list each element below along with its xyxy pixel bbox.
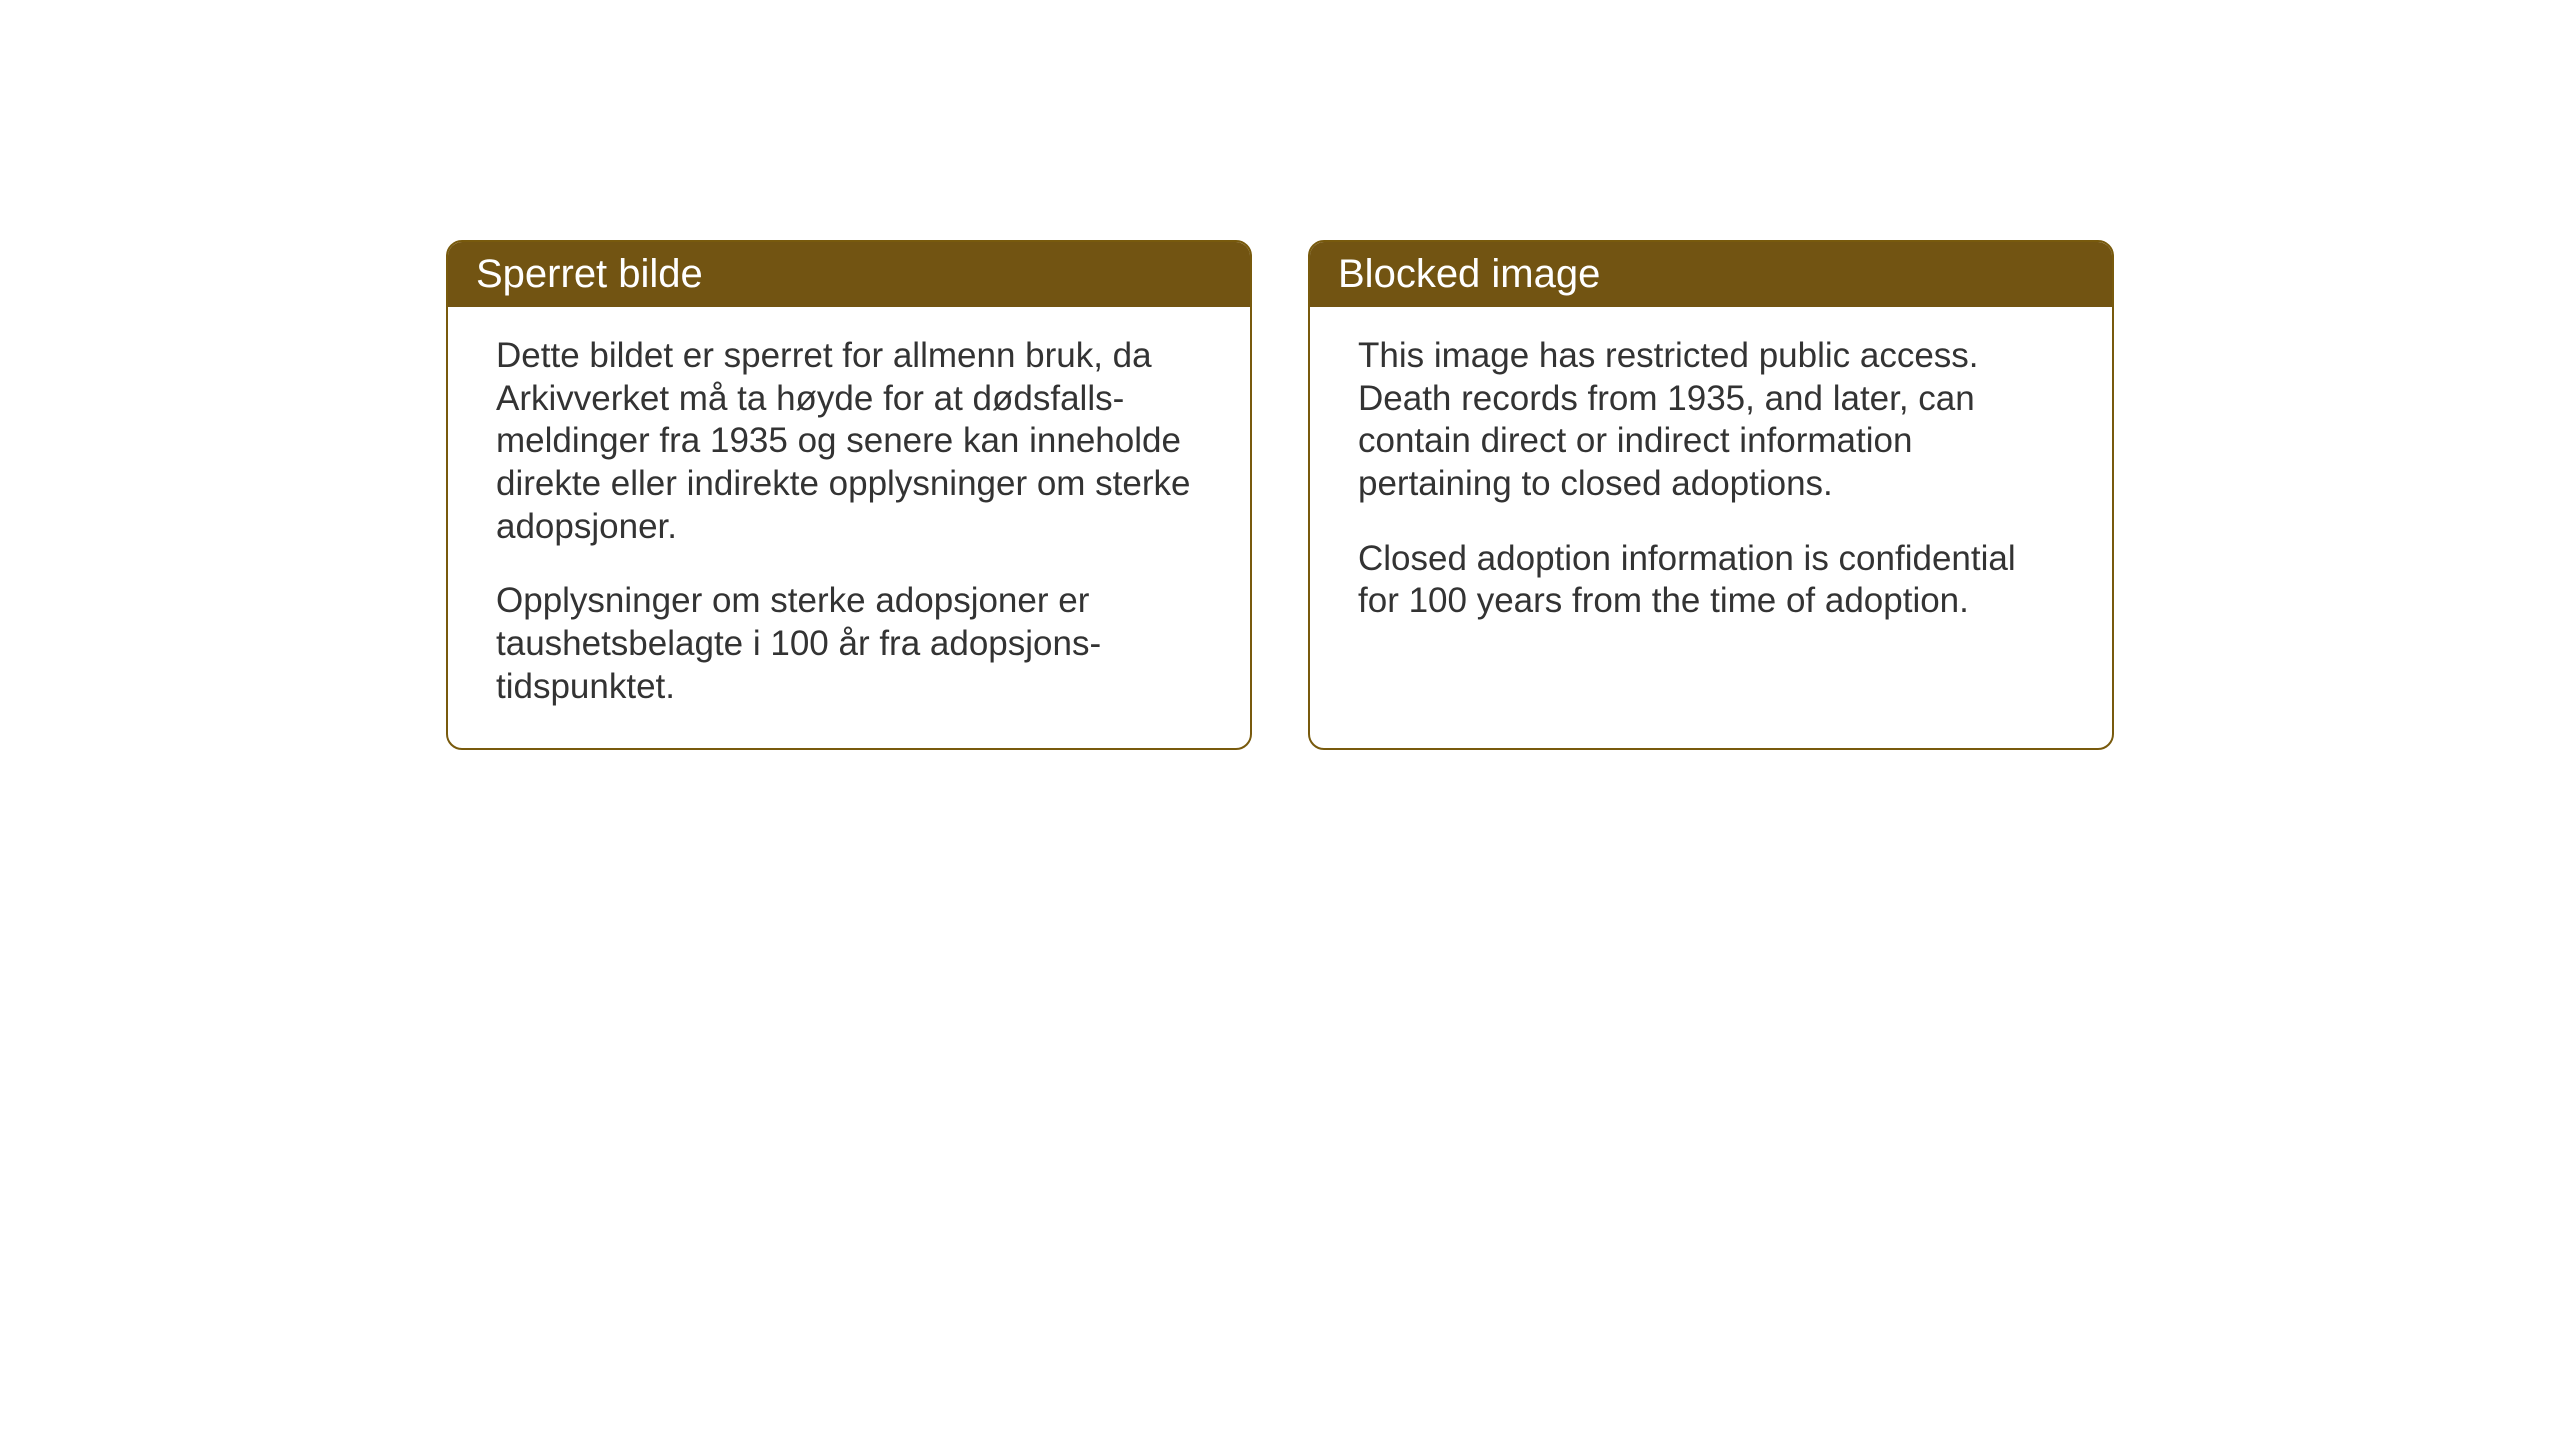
card-paragraph-2-english: Closed adoption information is confident…	[1358, 538, 2064, 623]
notice-card-norwegian: Sperret bilde Dette bildet er sperret fo…	[446, 240, 1252, 750]
notice-card-english: Blocked image This image has restricted …	[1308, 240, 2114, 750]
card-paragraph-1-norwegian: Dette bildet er sperret for allmenn bruk…	[496, 335, 1202, 548]
card-body-english: This image has restricted public access.…	[1310, 307, 2112, 659]
card-body-norwegian: Dette bildet er sperret for allmenn bruk…	[448, 307, 1250, 745]
card-header-norwegian: Sperret bilde	[448, 242, 1250, 307]
card-paragraph-2-norwegian: Opplysninger om sterke adopsjoner er tau…	[496, 580, 1202, 708]
notice-container: Sperret bilde Dette bildet er sperret fo…	[446, 240, 2114, 750]
card-header-english: Blocked image	[1310, 242, 2112, 307]
card-title-english: Blocked image	[1338, 252, 1600, 296]
card-paragraph-1-english: This image has restricted public access.…	[1358, 335, 2064, 506]
card-title-norwegian: Sperret bilde	[476, 252, 703, 296]
